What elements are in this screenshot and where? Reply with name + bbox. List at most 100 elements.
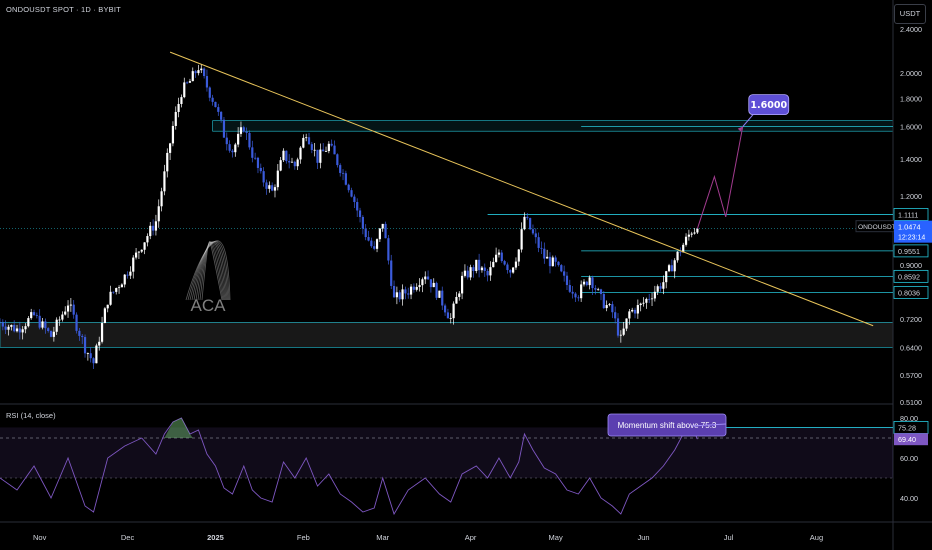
candle-body	[32, 312, 36, 316]
candle-body	[143, 242, 146, 250]
price-tick-label: 1.4000	[900, 155, 922, 164]
price-tick-label: 2.0000	[900, 69, 922, 78]
candle-body	[262, 171, 265, 183]
projection-path	[696, 126, 744, 229]
candle-body	[1, 322, 4, 327]
candle-body	[529, 218, 532, 230]
candle-body	[41, 321, 44, 328]
support-zone	[0, 322, 894, 348]
candle-body	[568, 285, 571, 292]
candle-body	[500, 252, 503, 262]
candle-body	[636, 305, 639, 314]
rsi-current-label: 69.40	[898, 435, 916, 444]
candle-body	[75, 314, 78, 331]
watermark-logo-stroke	[197, 241, 225, 301]
price-tick-label: 0.7200	[900, 315, 922, 324]
candle-body	[103, 308, 106, 324]
projection-arrowhead	[737, 126, 743, 132]
candle-body	[426, 276, 430, 280]
candle-body	[64, 311, 67, 315]
candle-body	[384, 223, 387, 239]
price-tick-label: 1.6000	[900, 123, 922, 132]
candle-body	[574, 293, 577, 298]
candle-body	[696, 228, 699, 233]
candle-body	[271, 185, 274, 191]
candle-body	[667, 265, 671, 272]
overlays-layer: 1.6000	[169, 51, 874, 327]
candle-body	[47, 328, 50, 332]
candle-body	[495, 254, 498, 262]
candle-body	[157, 206, 160, 222]
currency-button[interactable]: USDT	[894, 4, 926, 24]
candle-body	[109, 291, 112, 305]
candle-body	[653, 291, 656, 299]
candle-body	[554, 257, 557, 262]
candle-body	[336, 154, 339, 166]
candle-body	[220, 111, 223, 120]
candle-body	[443, 305, 447, 313]
candle-body	[650, 298, 654, 300]
trendline	[169, 51, 874, 327]
rsi-overbought-fill	[164, 418, 193, 438]
candle-body	[455, 296, 458, 304]
symbol-title: ONDOUSDT SPOT · 1D · BYBIT	[6, 5, 121, 14]
candle-body	[469, 267, 472, 278]
candle-body	[432, 282, 435, 288]
candle-body	[214, 101, 217, 108]
candle-body	[10, 325, 13, 327]
candle-body	[30, 312, 33, 319]
candle-body	[316, 149, 319, 163]
candle-body	[151, 225, 155, 231]
candle-body	[591, 277, 594, 289]
candle-body	[401, 289, 404, 300]
candle-body	[251, 147, 254, 158]
candle-body	[514, 261, 518, 268]
candle-body	[390, 260, 393, 286]
candle-body	[387, 238, 390, 261]
zones-layer	[0, 120, 894, 348]
candle-body	[18, 328, 21, 333]
time-tick-label: Feb	[297, 533, 310, 542]
candle-body	[460, 275, 464, 294]
candle-body	[364, 228, 367, 238]
candle-body	[55, 319, 58, 332]
candle-body	[537, 237, 540, 248]
candle-body	[452, 303, 455, 319]
candle-body	[126, 274, 129, 276]
candle-body	[149, 225, 152, 237]
candle-body	[665, 271, 668, 283]
candle-body	[633, 309, 637, 314]
candle-body	[61, 314, 64, 320]
candle-body	[256, 157, 260, 168]
target-callout	[748, 94, 790, 116]
watermark-logo-stroke	[185, 240, 231, 301]
candle-body	[395, 292, 398, 298]
time-tick-label: Mar	[376, 533, 389, 542]
candle-body	[540, 247, 543, 249]
candle-body	[520, 229, 523, 250]
candle-body	[483, 267, 486, 271]
candle-body	[645, 298, 648, 303]
candle-body	[140, 249, 143, 252]
level-axis-label: 0.8036	[898, 288, 920, 297]
watermark-logo-stroke	[195, 241, 226, 301]
candle-body	[446, 312, 450, 319]
candle-body	[120, 284, 124, 288]
candle-body	[83, 337, 87, 354]
candle-body	[81, 335, 84, 338]
price-tick-label: 0.9000	[900, 261, 922, 270]
price-tick-label: 0.5700	[900, 371, 922, 380]
candle-body	[659, 286, 662, 289]
candle-body	[682, 244, 685, 253]
candle-body	[512, 267, 515, 273]
candle-body	[597, 289, 600, 291]
watermark-layer: ACA	[185, 240, 231, 315]
candle-body	[375, 239, 379, 249]
rsi-layer: Momentum shift above 75.3	[0, 413, 893, 516]
candle-body	[486, 270, 489, 276]
time-tick-label: 2025	[207, 533, 224, 542]
candle-body	[435, 282, 438, 298]
candle-body	[415, 286, 418, 290]
candle-body	[154, 221, 158, 231]
